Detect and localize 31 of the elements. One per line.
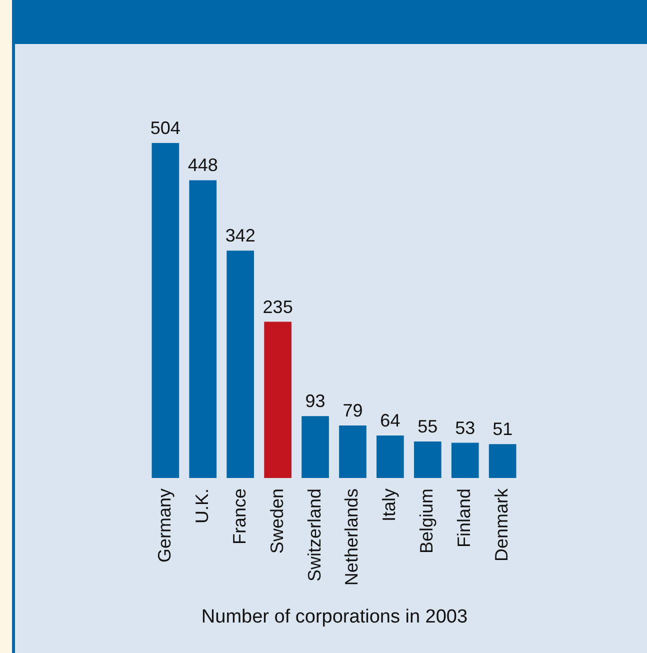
x-tick-label: Belgium — [416, 488, 437, 554]
x-tick-label: France — [229, 488, 250, 545]
x-tick-label: Italy — [379, 488, 400, 522]
bar — [226, 250, 254, 478]
x-tick-label: Switzerland — [304, 488, 324, 582]
data-label: 53 — [455, 418, 476, 438]
bar — [152, 143, 180, 478]
data-label: 93 — [305, 391, 326, 412]
data-label: 55 — [418, 416, 438, 436]
x-tick-label: Sweden — [266, 488, 287, 554]
data-label: 342 — [225, 226, 256, 246]
x-tick-label: Finland — [454, 488, 474, 548]
x-axis-title: Number of corporations in 2003 — [201, 606, 468, 628]
data-label: 504 — [150, 118, 180, 138]
bar — [264, 322, 292, 478]
bar — [488, 444, 516, 478]
bar — [414, 441, 442, 478]
data-label: 235 — [262, 296, 293, 317]
data-label: 448 — [188, 155, 218, 176]
x-tick-label: Denmark — [492, 488, 512, 562]
bar — [339, 425, 366, 478]
data-label: 79 — [342, 400, 363, 420]
bar — [189, 180, 217, 478]
x-tick-label: Germany — [154, 488, 174, 563]
bar — [451, 442, 479, 478]
data-label: 51 — [492, 419, 513, 440]
data-label: 64 — [380, 410, 400, 430]
x-tick-label: Netherlands — [342, 488, 362, 586]
x-tick-label: U.K. — [192, 488, 212, 524]
bar — [302, 416, 329, 478]
bar — [376, 435, 404, 478]
